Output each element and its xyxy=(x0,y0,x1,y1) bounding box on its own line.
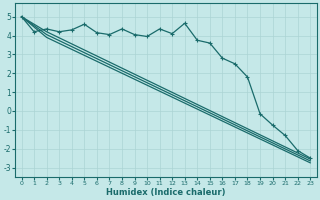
X-axis label: Humidex (Indice chaleur): Humidex (Indice chaleur) xyxy=(106,188,226,197)
